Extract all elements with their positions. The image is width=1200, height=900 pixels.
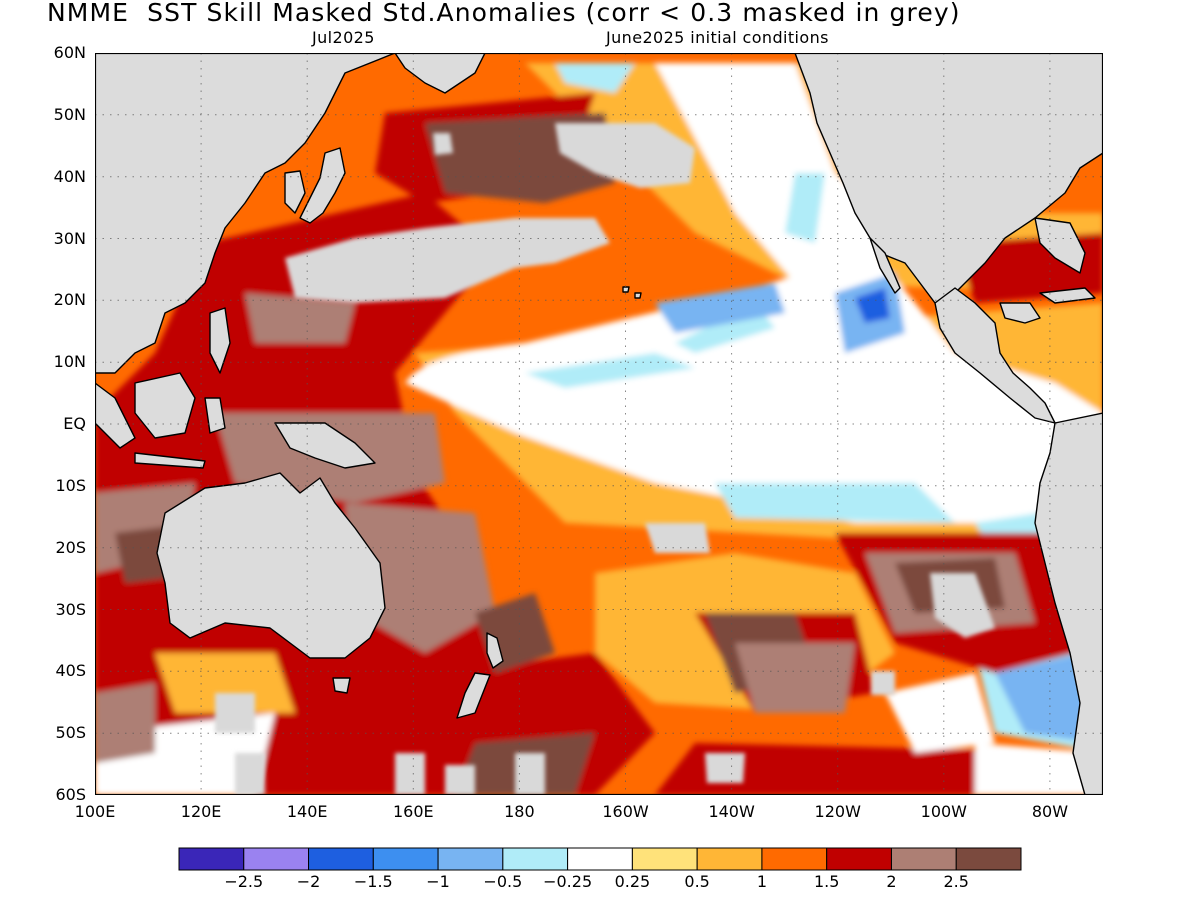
chart-title: NMME SST Skill Masked Std.Anomalies (cor… [47, 0, 961, 27]
colorbar-swatch [955, 847, 1022, 871]
colorbar-swatch [178, 847, 245, 871]
colorbar-label: 0.25 [614, 872, 651, 891]
lat-label: 10N [53, 352, 86, 372]
colorbar-swatch [761, 847, 828, 871]
colorbar-swatch [372, 847, 439, 871]
colorbar-label: 1 [756, 872, 768, 891]
lat-label: 20S [55, 537, 86, 557]
lon-label: 140W [708, 802, 755, 821]
colorbar-label: −2 [296, 872, 321, 891]
lat-label: 20N [53, 290, 86, 310]
colorbar-label: −1.5 [353, 872, 393, 891]
initial-conditions: June2025 initial conditions [606, 28, 829, 47]
map-frame [95, 53, 1103, 795]
lon-label: 120W [814, 802, 861, 821]
colorbar-swatch [826, 847, 892, 871]
colorbar-swatch [308, 847, 374, 871]
colorbar-swatch [631, 847, 698, 871]
lon-label: 180 [504, 802, 535, 821]
lon-label: 100E [74, 802, 116, 821]
lat-label: 60S [55, 785, 86, 804]
colorbar-swatch [243, 847, 310, 871]
lon-label: 160E [392, 802, 434, 821]
forecast-month: Jul2025 [312, 28, 375, 47]
colorbar-swatch [502, 847, 569, 871]
colorbar-swatch [696, 847, 763, 871]
colorbar-label: −0.25 [543, 872, 593, 891]
lat-label: 50N [53, 104, 86, 124]
lon-label: 120E [180, 802, 222, 821]
graticule [95, 53, 1103, 795]
colorbar-swatch [890, 847, 957, 871]
colorbar-label: 2.5 [943, 872, 969, 891]
lon-label: 100W [920, 802, 967, 821]
colorbar-label: 0.5 [684, 872, 710, 891]
lon-label: 80W [1031, 802, 1069, 821]
lat-label: 10S [55, 475, 86, 495]
lat-label: 50S [55, 723, 86, 743]
colorbar-label: 1.5 [813, 872, 840, 891]
sst-anomaly-map [95, 53, 1103, 795]
colorbar-label: −1 [426, 872, 450, 891]
colorbar-label: 2 [886, 872, 897, 891]
land [95, 53, 1103, 795]
colorbar-swatch [437, 847, 504, 871]
lat-label: 40S [55, 661, 86, 681]
lon-label: 140E [286, 802, 328, 821]
colorbar-label: −0.5 [483, 872, 523, 891]
lat-label: 40N [53, 166, 86, 186]
lat-label: 60N [53, 43, 86, 62]
lat-label: 30N [53, 228, 86, 248]
lon-label: 160W [602, 802, 649, 821]
lat-label: EQ [63, 414, 86, 433]
colorbar [178, 847, 1022, 871]
colorbar-label: −2.5 [224, 872, 264, 891]
colorbar-swatch [567, 847, 633, 871]
skill-mask [215, 123, 995, 795]
lat-label: 30S [55, 599, 86, 619]
